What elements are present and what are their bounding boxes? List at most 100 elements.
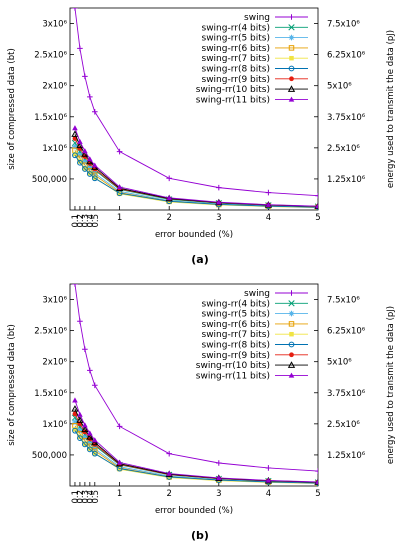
y-tick-label: 2.5x10⁶ — [34, 327, 67, 337]
y2-tick-label: 7.5x10⁶ — [327, 296, 360, 306]
x-tick-label: 2 — [166, 489, 171, 499]
x-tick-label: 3 — [216, 213, 221, 223]
x-tick-label: 1 — [117, 489, 122, 499]
series-line — [74, 421, 318, 484]
data-point — [216, 184, 222, 191]
x-axis-label: error bounded (%) — [155, 230, 233, 240]
figure-caption: (a) — [191, 253, 208, 266]
data-point — [71, 405, 79, 412]
series-line — [74, 284, 318, 472]
legend-item: swing-rr(7 bits) — [202, 54, 308, 64]
legend-marker — [288, 45, 295, 51]
x-tick-label: 2 — [166, 213, 171, 223]
legend-item: swing-rr(9 bits) — [202, 351, 308, 361]
y2-tick-label: 1.25x10⁶ — [327, 175, 366, 185]
series-line — [74, 408, 318, 483]
legend-label: swing-rr(8 bits) — [202, 65, 271, 75]
y2-tick-label: 2.5x10⁶ — [327, 144, 360, 154]
data-point — [92, 450, 98, 456]
legend-marker — [288, 300, 295, 307]
legend-label: swing-rr(6 bits) — [202, 320, 271, 330]
legend-marker — [289, 352, 294, 358]
data-point — [116, 188, 123, 195]
y-tick-label: 1x10⁶ — [42, 420, 67, 430]
legend-label: swing-rr(4 bits) — [202, 23, 271, 33]
x-tick-label: 5 — [315, 213, 320, 223]
legend-item: swing-rr(9 bits) — [202, 75, 308, 85]
data-point — [81, 425, 89, 433]
y2-tick-label: 6.25x10⁶ — [327, 51, 366, 61]
data-point — [77, 152, 83, 159]
legend-marker — [288, 34, 295, 41]
legend-item: swing-rr(4 bits) — [202, 299, 308, 309]
data-point — [72, 427, 78, 434]
legend-label: swing-rr(6 bits) — [202, 44, 271, 54]
legend-item: swing-rr(5 bits) — [202, 310, 308, 320]
series-swing-rr-10-bits- — [71, 405, 318, 485]
figure-caption: (b) — [191, 529, 209, 542]
data-point — [71, 414, 79, 421]
legend-label: swing-rr(9 bits) — [202, 75, 271, 85]
data-point — [86, 171, 93, 177]
data-point — [315, 203, 318, 209]
data-point — [77, 159, 83, 166]
y2-tick-label: 3.75x10⁶ — [327, 389, 366, 399]
data-point — [76, 416, 84, 423]
legend-label: swing-rr(7 bits) — [202, 54, 271, 64]
legend-item: swing — [244, 289, 308, 299]
chart-panel-1: 500,000 1.25x10⁶ 1x10⁶ 2.5x10⁶ 1.5x10⁶ 3.75x1… — [7, 7, 396, 266]
data-point — [315, 192, 318, 199]
legend-item: swing-rr(6 bits) — [202, 320, 308, 330]
legend-marker — [288, 290, 295, 296]
legend-item: swing-rr(4 bits) — [202, 23, 308, 33]
x-tick-label: 0.4 — [86, 214, 96, 228]
y2-axis-label: energy used to transmit the data (pJ) — [386, 306, 396, 464]
legend-item: swing-rr(11 bits) — [196, 95, 308, 105]
y2-axis-label: energy used to transmit the data (pJ) — [386, 30, 396, 188]
data-point — [92, 175, 98, 180]
x-tick-label: 5 — [315, 489, 320, 499]
data-point — [72, 143, 78, 150]
data-point — [315, 479, 318, 485]
data-point — [166, 175, 172, 182]
legend-label: swing-rr(7 bits) — [202, 330, 271, 340]
data-point — [116, 148, 123, 155]
data-point — [87, 430, 93, 436]
series-line — [74, 8, 318, 197]
y-tick-label: 500,000 — [32, 451, 67, 461]
x-tick-label: 0.2 — [76, 214, 86, 228]
x-tick-label: 0.5 — [91, 490, 101, 504]
data-point — [117, 191, 122, 197]
x-tick-label: 0.1 — [71, 214, 81, 228]
y2-tick-label: 5x10⁶ — [327, 82, 352, 92]
legend-marker — [289, 55, 294, 61]
data-point — [82, 422, 88, 428]
plot-area — [71, 284, 318, 486]
legend-item: swing-rr(10 bits) — [196, 361, 308, 371]
legend-item: swing-rr(6 bits) — [202, 44, 308, 54]
legend-marker — [289, 76, 294, 82]
plot-frame — [69, 7, 319, 211]
legend-label: swing-rr(10 bits) — [196, 85, 270, 95]
x-tick-label: 4 — [266, 213, 271, 223]
data-point — [77, 411, 83, 417]
data-point — [72, 427, 78, 432]
legend-marker — [288, 310, 295, 317]
x-tick-label: 0.3 — [81, 214, 91, 228]
legend-label: swing-rr(5 bits) — [202, 34, 271, 44]
data-point — [82, 441, 88, 448]
legend-label: swing-rr(4 bits) — [202, 299, 271, 309]
legend-label: swing-rr(5 bits) — [202, 310, 271, 320]
data-point — [77, 434, 83, 440]
data-point — [86, 433, 94, 440]
data-point — [216, 460, 222, 466]
data-point — [82, 73, 88, 80]
series-line — [74, 155, 318, 208]
series-line — [74, 127, 318, 207]
data-point — [71, 130, 79, 137]
data-point — [216, 475, 222, 481]
series-swing-rr-11-bits- — [72, 125, 318, 209]
plot-frame — [69, 283, 319, 487]
data-point — [116, 459, 123, 465]
y-tick-label: 1.5x10⁶ — [34, 113, 67, 123]
